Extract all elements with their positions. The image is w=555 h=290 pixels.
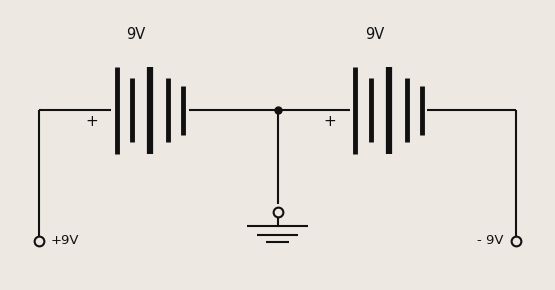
Text: 9V: 9V: [365, 27, 384, 42]
Text: 9V: 9V: [127, 27, 145, 42]
Text: +: +: [85, 114, 98, 129]
Text: - 9V: - 9V: [477, 234, 504, 247]
Text: +9V: +9V: [51, 234, 79, 247]
Text: +: +: [324, 114, 336, 129]
